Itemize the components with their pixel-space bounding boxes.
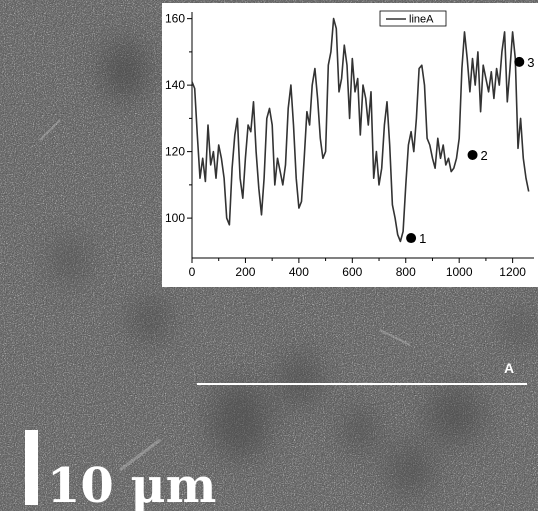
annotation-marker	[467, 149, 478, 160]
legend-label: lineA	[409, 14, 434, 26]
chart-annotations: 1 2 3	[406, 55, 535, 246]
scale-bar-label: 10 μm	[47, 458, 216, 511]
x-tick-label: 1200	[499, 265, 526, 279]
y-tick-label: 100	[165, 211, 185, 225]
annotation-label: 1	[419, 231, 426, 246]
chart-series	[191, 17, 530, 243]
line-scan-label: A	[504, 360, 514, 376]
annotation-marker	[406, 233, 417, 244]
chart-axes: 0 200 400 600 800 1000 1200 100 120 140 160	[165, 12, 534, 279]
scale-bar	[25, 430, 38, 505]
legend-box	[379, 10, 447, 27]
series-line-lineA	[191, 17, 530, 243]
y-tick-label: 160	[165, 12, 185, 26]
annotation-label: 3	[527, 55, 534, 70]
micrograph-light-streaks	[39, 119, 411, 472]
x-tick-label: 1000	[446, 265, 473, 279]
x-tick-label: 600	[342, 265, 362, 279]
x-tick-label: 800	[396, 265, 416, 279]
y-tick-label: 120	[165, 145, 185, 159]
annotation-marker	[514, 56, 525, 67]
annotation-label: 2	[481, 148, 488, 163]
chart-background	[162, 3, 538, 287]
x-tick-label: 200	[235, 265, 255, 279]
x-tick-label: 0	[189, 265, 196, 279]
y-tick-label: 140	[165, 78, 185, 92]
micrograph-dark-regions	[52, 40, 534, 498]
chart-legend: lineA	[379, 10, 447, 27]
x-tick-label: 400	[289, 265, 309, 279]
